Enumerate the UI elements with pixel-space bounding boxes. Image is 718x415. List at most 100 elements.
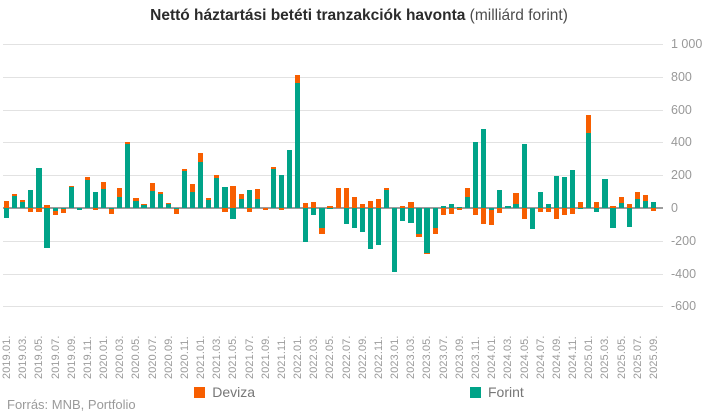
forint-bar-segment xyxy=(125,144,131,208)
x-axis-tick-label: 2020.05. xyxy=(130,335,143,379)
deviza-bar-segment xyxy=(384,187,390,190)
forint-bar-segment xyxy=(20,201,26,208)
x-axis-tick-label: 2021.03. xyxy=(211,335,224,379)
forint-bar-segment xyxy=(392,208,398,272)
deviza-bar-segment xyxy=(68,185,74,187)
deviza-bar-segment xyxy=(230,185,236,208)
forint-bar-segment xyxy=(505,206,511,208)
deviza-bar-segment xyxy=(489,210,495,226)
forint-bar-segment xyxy=(642,200,648,208)
deviza-bar-segment xyxy=(44,204,50,208)
x-axis-tick-label: 2022.05. xyxy=(324,335,337,379)
deviza-bar-segment xyxy=(165,203,171,204)
deviza-bar-segment xyxy=(561,208,568,215)
x-axis-tick-label: 2024.01. xyxy=(486,335,499,379)
forint-bar-segment xyxy=(311,208,317,215)
gridline xyxy=(3,306,663,308)
deviza-bar-segment xyxy=(181,169,188,172)
x-axis-tick-label: 2019.01. xyxy=(1,335,13,379)
legend-label-deviza: Deviza xyxy=(212,384,255,400)
forint-bar-segment xyxy=(594,208,600,212)
forint-bar-segment xyxy=(206,199,212,208)
forint-bar-segment xyxy=(602,179,608,208)
gridline xyxy=(3,240,663,242)
forint-bar-segment xyxy=(553,176,560,208)
deviza-bar-segment xyxy=(343,188,349,208)
legend-item-forint: Forint xyxy=(470,384,524,400)
y-axis-tick-label: 600 xyxy=(671,102,692,117)
x-axis-tick-label: 2021.01. xyxy=(195,335,208,379)
deviza-bar-segment xyxy=(497,208,503,214)
forint-bar-segment xyxy=(303,208,309,242)
x-axis-tick-label: 2025.03. xyxy=(599,335,612,379)
x-axis-tick-label: 2022.09. xyxy=(356,335,369,379)
y-axis-tick-label: -200 xyxy=(671,233,697,248)
forint-bar-segment xyxy=(230,208,236,220)
deviza-bar-segment xyxy=(473,208,479,215)
forint-bar-segment xyxy=(165,203,171,208)
forint-bar-segment xyxy=(12,195,18,208)
forint-bar-segment xyxy=(570,170,576,208)
forint-bar-segment xyxy=(117,196,123,208)
deviza-bar-segment xyxy=(375,198,382,208)
deviza-bar-segment xyxy=(586,114,592,133)
deviza-bar-segment xyxy=(238,193,244,199)
forint-bar-segment xyxy=(254,198,260,208)
forint-bar-segment xyxy=(44,208,50,249)
forint-bar-segment xyxy=(238,198,244,208)
deviza-bar-segment xyxy=(545,208,551,213)
forint-bar-segment xyxy=(173,208,179,209)
forint-bar-segment xyxy=(440,206,446,208)
deviza-bar-segment xyxy=(278,208,285,211)
x-axis-tick-label: 2024.03. xyxy=(502,335,515,379)
deviza-bar-segment xyxy=(222,208,228,213)
forint-bar-segment xyxy=(149,190,155,208)
forint-bar-segment xyxy=(432,208,438,228)
gridline xyxy=(3,142,663,144)
forint-bar-segment xyxy=(157,194,163,208)
y-axis-tick-label: -600 xyxy=(671,299,697,314)
x-axis-tick-label: 2019.03. xyxy=(17,335,30,379)
deviza-bar-segment xyxy=(594,201,600,208)
forint-bar-segment xyxy=(473,141,479,208)
x-axis-tick-label: 2025.09. xyxy=(647,335,660,379)
deviza-bar-segment xyxy=(359,203,365,208)
deviza-bar-segment xyxy=(198,153,204,163)
deviza-bar-segment xyxy=(351,197,357,208)
forint-bar-segment xyxy=(68,186,74,208)
deviza-bar-segment xyxy=(295,75,301,84)
forint-bar-segment xyxy=(416,208,422,234)
forint-bar-segment xyxy=(327,208,333,209)
forint-bar-segment xyxy=(278,175,285,208)
deviza-bar-segment xyxy=(60,208,66,213)
x-axis-tick-label: 2022.11. xyxy=(372,336,385,379)
forint-bar-segment xyxy=(384,189,390,208)
forint-bar-segment xyxy=(375,208,382,246)
deviza-bar-segment xyxy=(133,197,139,202)
deviza-bar-segment xyxy=(481,208,487,224)
x-axis-tick-label: 2023.07. xyxy=(437,335,450,379)
forint-bar-segment xyxy=(650,202,657,208)
forint-bar-segment xyxy=(76,208,82,210)
forint-bar-segment xyxy=(109,208,115,209)
deviza-bar-segment xyxy=(311,202,317,208)
forint-bar-segment xyxy=(84,180,91,208)
x-axis-tick-label: 2020.07. xyxy=(146,335,159,379)
chart-title: Nettó háztartási betéti tranzakciók havo… xyxy=(0,7,718,25)
deviza-bar-segment xyxy=(578,202,584,208)
forint-bar-segment xyxy=(52,208,58,211)
deviza-bar-segment xyxy=(408,201,414,208)
deviza-bar-segment xyxy=(626,204,632,208)
deviza-bar-segment xyxy=(521,208,527,220)
deviza-bar-segment xyxy=(189,184,196,193)
x-axis-tick-label: 2025.01. xyxy=(583,335,596,379)
forint-bar-segment xyxy=(513,204,519,208)
gridline xyxy=(3,76,663,78)
forint-bar-segment xyxy=(198,162,204,208)
x-axis-tick-label: 2024.09. xyxy=(550,335,563,379)
deviza-bar-segment xyxy=(335,187,341,208)
forint-bar-segment xyxy=(28,189,34,208)
forint-bar-segment xyxy=(222,186,228,208)
forint-bar-segment xyxy=(626,208,632,227)
forint-bar-segment xyxy=(481,128,487,208)
